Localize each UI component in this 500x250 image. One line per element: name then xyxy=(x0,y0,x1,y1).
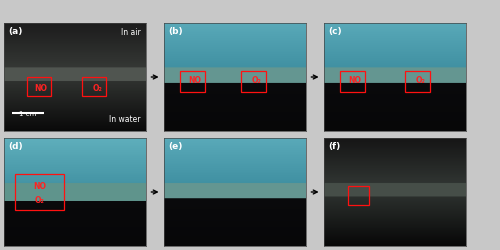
Text: NO: NO xyxy=(33,182,46,190)
Text: (e): (e) xyxy=(168,142,182,151)
Text: (c): (c) xyxy=(328,27,342,36)
Bar xyxy=(405,71,430,93)
Text: In water: In water xyxy=(109,115,140,124)
Text: 1 cm: 1 cm xyxy=(20,110,37,116)
Text: NO: NO xyxy=(34,84,48,93)
Bar xyxy=(26,78,51,97)
Bar xyxy=(240,71,266,93)
Text: O₂: O₂ xyxy=(34,196,44,204)
Text: NO: NO xyxy=(348,76,362,84)
Bar xyxy=(348,186,370,205)
Text: O₂: O₂ xyxy=(252,76,261,84)
Bar xyxy=(340,71,365,93)
Text: O₂: O₂ xyxy=(93,84,102,93)
Text: (b): (b) xyxy=(168,27,183,36)
Bar xyxy=(180,71,205,93)
Text: (a): (a) xyxy=(8,27,22,36)
Text: O₂: O₂ xyxy=(416,76,426,84)
Text: NO: NO xyxy=(188,76,202,84)
Text: (d): (d) xyxy=(8,142,23,151)
Text: In air: In air xyxy=(120,28,141,37)
Bar xyxy=(82,78,106,97)
Bar xyxy=(16,174,64,210)
Text: (f): (f) xyxy=(328,142,340,151)
